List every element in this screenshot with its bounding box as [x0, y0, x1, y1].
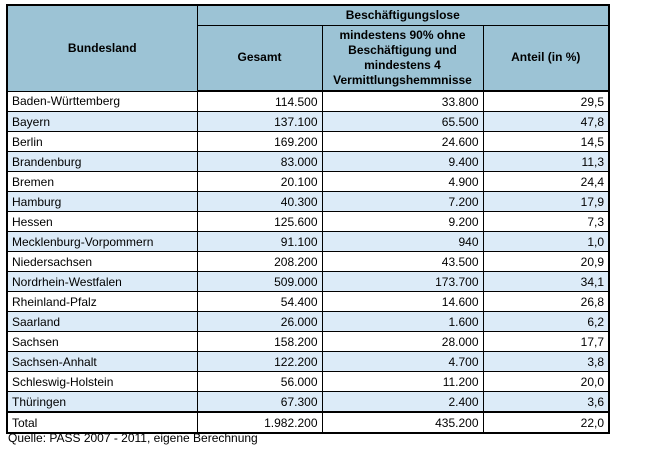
cell-value: 9.200 — [321, 211, 484, 232]
cell-value: 54.400 — [196, 291, 323, 312]
cell-value: 24.600 — [321, 131, 484, 152]
cell-value: 173.700 — [321, 271, 484, 292]
table-row: Berlin 169.200 24.600 14,5 — [6, 131, 610, 152]
cell-value: 14,5 — [482, 131, 610, 152]
cell-value: 9.400 — [321, 151, 484, 172]
cell-bundesland: Hessen — [6, 211, 198, 232]
cell-value: 67.300 — [196, 391, 323, 413]
cell-bundesland: Berlin — [6, 131, 198, 152]
table-row: Brandenburg 83.000 9.400 11,3 — [6, 151, 610, 172]
cell-bundesland: Niedersachsen — [6, 251, 198, 272]
cell-value: 137.100 — [196, 111, 323, 132]
cell-value: 20.100 — [196, 171, 323, 192]
cell-value: 1.982.200 — [196, 411, 323, 434]
cell-bundesland: Sachsen-Anhalt — [6, 351, 198, 372]
cell-bundesland: Rheinland-Pfalz — [6, 291, 198, 312]
cell-value: 435.200 — [321, 411, 484, 434]
table-row: Saarland 26.000 1.600 6,2 — [6, 311, 610, 332]
table-row: Nordrhein-Westfalen 509.000 173.700 34,1 — [6, 271, 610, 292]
cell-value: 158.200 — [196, 331, 323, 352]
table-header: Bundesland Beschäftigungslose Gesamt min… — [6, 4, 610, 92]
cell-value: 91.100 — [196, 231, 323, 252]
cell-value: 122.200 — [196, 351, 323, 372]
cell-value: 114.500 — [196, 90, 323, 112]
cell-value: 125.600 — [196, 211, 323, 232]
cell-value: 17,7 — [482, 331, 610, 352]
header-beschaeftigungslose-group: Beschäftigungslose — [196, 4, 610, 26]
cell-value: 65.500 — [321, 111, 484, 132]
header-sub-row: Gesamt mindestens 90% ohne Beschäftigung… — [7, 24, 610, 92]
cell-value: 26,8 — [482, 291, 610, 312]
table-row: Sachsen-Anhalt 122.200 4.700 3,8 — [6, 351, 610, 372]
table-row: Rheinland-Pfalz 54.400 14.600 26,8 — [6, 291, 610, 312]
cell-value: 34,1 — [482, 271, 610, 292]
cell-value: 7,3 — [482, 211, 610, 232]
table-row: Schleswig-Holstein 56.000 11.200 20,0 — [6, 371, 610, 392]
cell-value: 29,5 — [482, 90, 610, 112]
cell-bundesland: Hamburg — [6, 191, 198, 212]
header-anteil: Anteil (in %) — [482, 24, 610, 92]
table-row: Mecklenburg-Vorpommern 91.100 940 1,0 — [6, 231, 610, 252]
cell-bundesland: Bremen — [6, 171, 198, 192]
cell-bundesland: Bayern — [6, 111, 198, 132]
cell-bundesland: Mecklenburg-Vorpommern — [6, 231, 198, 252]
table-row: Niedersachsen 208.200 43.500 20,9 — [6, 251, 610, 272]
cell-value: 33.800 — [321, 90, 484, 112]
cell-value: 3,6 — [482, 391, 610, 413]
table-row: Sachsen 158.200 28.000 17,7 — [6, 331, 610, 352]
source-note: Quelle: PASS 2007 - 2011, eigene Berechn… — [8, 431, 258, 445]
table-row: Bremen 20.100 4.900 24,4 — [6, 171, 610, 192]
header-gesamt: Gesamt — [196, 24, 323, 92]
cell-bundesland: Nordrhein-Westfalen — [6, 271, 198, 292]
cell-value: 7.200 — [321, 191, 484, 212]
cell-value: 28.000 — [321, 331, 484, 352]
cell-bundesland: Schleswig-Holstein — [6, 371, 198, 392]
cell-value: 17,9 — [482, 191, 610, 212]
cell-value: 11.200 — [321, 371, 484, 392]
cell-value: 20,0 — [482, 371, 610, 392]
table-row: Hessen 125.600 9.200 7,3 — [6, 211, 610, 232]
cell-value: 6,2 — [482, 311, 610, 332]
header-mindestens: mindestens 90% ohne Beschäftigung und mi… — [321, 24, 484, 92]
cell-value: 14.600 — [321, 291, 484, 312]
cell-value: 169.200 — [196, 131, 323, 152]
cell-bundesland: Total — [6, 411, 198, 434]
cell-bundesland: Baden-Württemberg — [6, 90, 198, 112]
cell-value: 83.000 — [196, 151, 323, 172]
cell-value: 22,0 — [482, 411, 610, 434]
bundesland-data-table: Bundesland Beschäftigungslose Gesamt min… — [6, 4, 611, 434]
cell-value: 4.900 — [321, 171, 484, 192]
cell-value: 43.500 — [321, 251, 484, 272]
cell-value: 47,8 — [482, 111, 610, 132]
table-row: Bayern 137.100 65.500 47,8 — [6, 111, 610, 132]
table-row: Thüringen 67.300 2.400 3,6 — [6, 391, 610, 413]
table-body: Baden-Württemberg 114.500 33.800 29,5 Bayern… — [6, 90, 610, 434]
cell-value: 11,3 — [482, 151, 610, 172]
cell-bundesland: Saarland — [6, 311, 198, 332]
table-row: Hamburg 40.300 7.200 17,9 — [6, 191, 610, 212]
cell-value: 208.200 — [196, 251, 323, 272]
cell-value: 509.000 — [196, 271, 323, 292]
table-row: Baden-Württemberg 114.500 33.800 29,5 — [6, 90, 610, 112]
cell-value: 40.300 — [196, 191, 323, 212]
cell-value: 26.000 — [196, 311, 323, 332]
cell-bundesland: Thüringen — [6, 391, 198, 413]
header-group-row: Bundesland Beschäftigungslose — [6, 4, 610, 92]
cell-value: 940 — [321, 231, 484, 252]
cell-value: 24,4 — [482, 171, 610, 192]
header-bundesland: Bundesland — [6, 4, 198, 92]
cell-bundesland: Brandenburg — [6, 151, 198, 172]
cell-value: 20,9 — [482, 251, 610, 272]
cell-value: 4.700 — [321, 351, 484, 372]
table-row-total: Total 1.982.200 435.200 22,0 — [6, 411, 610, 434]
cell-value: 3,8 — [482, 351, 610, 372]
cell-value: 2.400 — [321, 391, 484, 413]
cell-value: 1.600 — [321, 311, 484, 332]
cell-bundesland: Sachsen — [6, 331, 198, 352]
cell-value: 56.000 — [196, 371, 323, 392]
cell-value: 1,0 — [482, 231, 610, 252]
